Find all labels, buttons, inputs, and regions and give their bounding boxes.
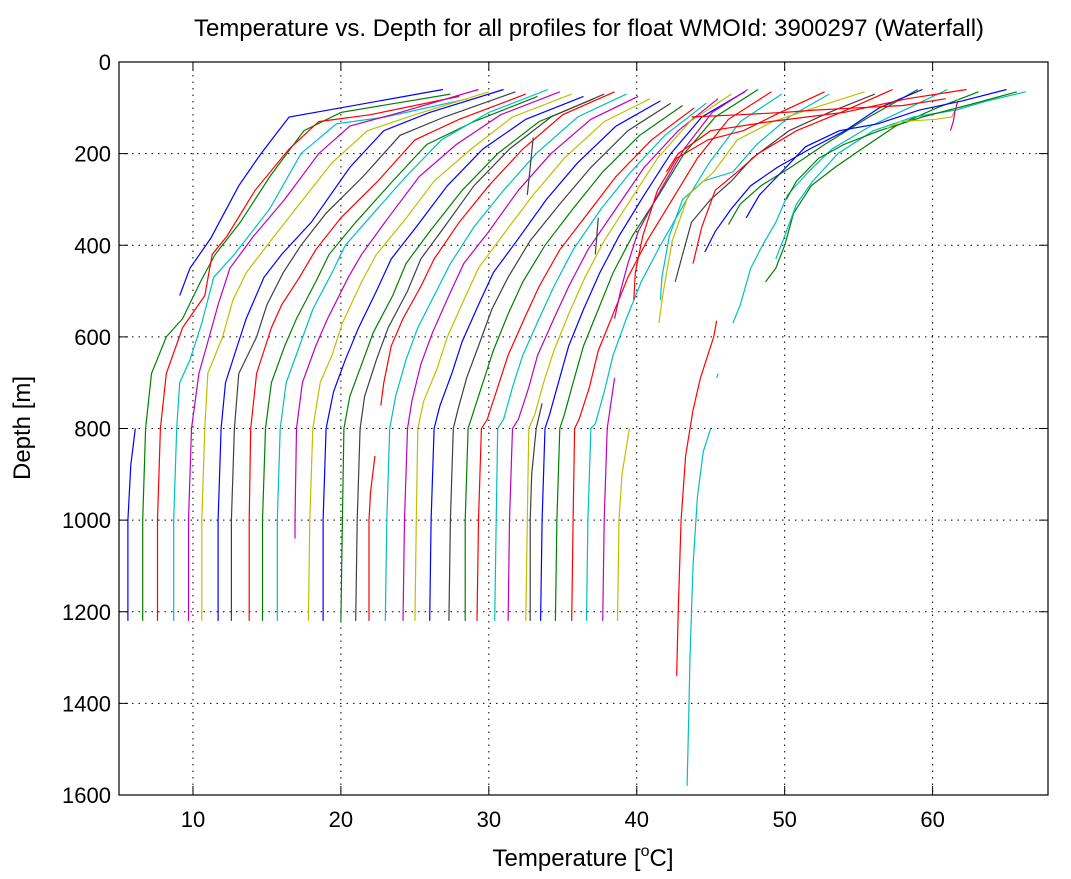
profile-line-15 (322, 95, 584, 621)
profile-line-19 (368, 455, 376, 621)
y-tick-label: 1200 (62, 600, 111, 625)
profile-line-51 (765, 91, 979, 283)
profile-line-46 (716, 373, 719, 379)
profile-line-48 (727, 88, 919, 225)
profile-line-44 (692, 88, 893, 264)
profile-line-32 (529, 403, 543, 621)
x-tick-label: 50 (772, 807, 796, 832)
y-tick-label: 200 (74, 142, 111, 167)
y-axis-label: Depth [m] (9, 376, 36, 480)
y-tick-label: 1400 (62, 691, 111, 716)
y-tick-label: 600 (74, 325, 111, 350)
profile-line-6 (187, 88, 479, 621)
profile-line-21 (402, 95, 639, 621)
profile-line-20 (384, 93, 627, 621)
profile-line-28 (507, 98, 719, 621)
profile-line-39 (594, 217, 599, 255)
profile-line-18 (380, 91, 615, 406)
profile-line-55 (785, 91, 1018, 200)
axis-ticks (119, 61, 1048, 796)
profile-line-11 (261, 95, 538, 621)
profile-line-1 (179, 88, 444, 296)
y-tick-label: 1000 (62, 508, 111, 533)
x-axis-label: Temperature [oC] (493, 843, 674, 872)
x-tick-label: 40 (625, 807, 649, 832)
profile-line-4 (156, 95, 460, 621)
profile-line-10 (248, 93, 527, 621)
profile-line-8 (217, 88, 504, 621)
profile-line-53 (745, 88, 1007, 219)
profile-line-38 (602, 378, 616, 621)
profile-line-43 (674, 93, 876, 283)
profile-line-33 (554, 88, 759, 621)
chart-title: Temperature vs. Depth for all profiles f… (194, 15, 984, 42)
profile-line-2 (127, 428, 136, 621)
y-tick-label: 800 (74, 417, 111, 442)
profile-line-30 (540, 91, 746, 621)
profile-line-36 (614, 88, 749, 319)
profile-line-47 (686, 428, 712, 786)
profile-line-24 (448, 102, 672, 621)
x-tick-labels: 10 20 30 40 50 60 (181, 807, 945, 832)
profile-line-45 (676, 320, 718, 676)
profile-line-25 (464, 105, 683, 621)
profile-line-5 (173, 98, 469, 621)
x-tick-label: 60 (920, 807, 944, 832)
profile-line-49 (704, 88, 923, 253)
profile-line-3 (142, 93, 451, 621)
profile-line-52 (665, 88, 967, 173)
profile-line-17 (355, 93, 605, 621)
profile-line-9 (230, 91, 516, 621)
profile-line-42 (658, 91, 865, 324)
plot-area (127, 88, 1026, 786)
profile-line-12 (276, 88, 549, 621)
profile-line-13 (294, 91, 561, 539)
profile-line-40 (633, 91, 825, 301)
profile-line-50 (732, 88, 948, 324)
profile-line-31 (526, 137, 534, 195)
profile-line-7 (201, 91, 489, 621)
profile-line-14 (307, 93, 572, 621)
profile-line-57 (949, 100, 959, 131)
profile-line-16 (340, 98, 595, 621)
y-tick-label: 0 (99, 50, 111, 75)
x-tick-label: 20 (329, 807, 353, 832)
y-tick-labels: 0 200 400 600 800 1000 1200 1400 1600 (62, 50, 111, 808)
profile-line-34 (571, 91, 772, 621)
y-tick-label: 400 (74, 233, 111, 258)
profile-line-23 (429, 100, 661, 621)
profile-line-37 (616, 428, 630, 621)
x-tick-label: 30 (477, 807, 501, 832)
axes-frame (118, 61, 1049, 796)
profile-line-35 (585, 93, 783, 621)
profile-line-27 (494, 102, 707, 621)
profile-line-29 (525, 93, 732, 621)
y-tick-label: 1600 (62, 783, 111, 808)
profile-line-58 (691, 98, 946, 118)
profile-line-26 (476, 107, 695, 621)
x-tick-label: 10 (181, 807, 205, 832)
gridlines (119, 62, 1048, 795)
profile-line-54 (775, 91, 1026, 260)
profile-line-22 (414, 98, 651, 621)
